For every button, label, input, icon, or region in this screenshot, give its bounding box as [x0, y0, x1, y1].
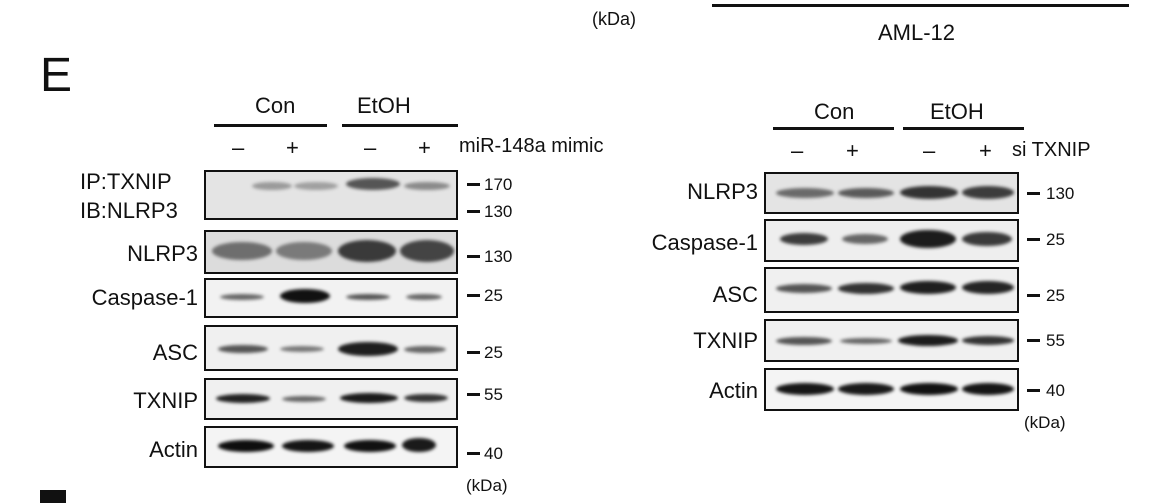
- left-sign-3: –: [364, 135, 377, 160]
- right-marker-tick-40: [1027, 389, 1040, 392]
- right-unit-label: (kDa): [1024, 413, 1066, 432]
- right-blot-caspase: [764, 219, 1019, 262]
- top-kda-label: (kDa): [592, 9, 636, 29]
- left-blot-txnip: [204, 378, 458, 420]
- right-marker-130: 130: [1046, 184, 1075, 203]
- left-marker-130b: 130: [484, 247, 513, 266]
- left-marker-tick-25b: [467, 351, 480, 354]
- left-group-etoh: EtOH: [357, 93, 411, 118]
- left-marker-tick-40: [467, 452, 480, 455]
- right-sign-3: –: [923, 138, 936, 163]
- left-marker-tick-25a: [467, 294, 480, 297]
- right-treatment-label: si TXNIP: [1012, 139, 1091, 161]
- left-blot-caspase: [204, 278, 458, 318]
- right-row-actin-label: Actin: [709, 378, 758, 403]
- left-marker-130a: 130: [484, 202, 513, 221]
- right-marker-25a: 25: [1046, 230, 1065, 249]
- left-marker-tick-130a: [467, 210, 480, 213]
- left-marker-tick-55: [467, 393, 480, 396]
- right-marker-tick-55: [1027, 339, 1040, 342]
- right-etoh-bar: [903, 127, 1024, 130]
- left-etoh-bar: [342, 124, 458, 127]
- right-marker-tick-130: [1027, 192, 1040, 195]
- left-sign-1: –: [232, 135, 245, 160]
- left-blot-actin: [204, 426, 458, 468]
- left-unit-label: (kDa): [466, 476, 508, 495]
- left-row-ib-label: IB:NLRP3: [80, 198, 178, 223]
- cell-line-label: AML-12: [878, 20, 956, 45]
- right-group-con: Con: [814, 99, 855, 124]
- right-row-asc-label: ASC: [712, 282, 758, 307]
- right-blot-nlrp3: [764, 172, 1019, 214]
- left-marker-40: 40: [484, 444, 503, 463]
- left-con-bar: [214, 124, 327, 127]
- left-row-nlrp3-label: NLRP3: [127, 241, 198, 266]
- left-marker-55: 55: [484, 385, 503, 404]
- right-sign-2: +: [846, 138, 859, 163]
- right-blot-asc: [764, 267, 1019, 313]
- right-row-txnip-label: TXNIP: [693, 328, 758, 353]
- right-con-bar: [773, 127, 894, 130]
- right-sign-4: +: [979, 138, 992, 163]
- right-row-caspase-label: Caspase-1: [651, 230, 758, 255]
- left-marker-tick-170: [467, 183, 480, 186]
- right-marker-55: 55: [1046, 331, 1065, 350]
- left-marker-170: 170: [484, 175, 513, 194]
- left-sign-4: +: [418, 135, 431, 160]
- left-marker-25b: 25: [484, 343, 503, 362]
- left-group-con: Con: [255, 93, 296, 118]
- left-blot-asc: [204, 325, 458, 371]
- left-blot-nlrp3: [204, 230, 458, 274]
- right-marker-25b: 25: [1046, 286, 1065, 305]
- right-sign-1: –: [791, 138, 804, 163]
- left-sign-2: +: [286, 135, 299, 160]
- left-row-txnip-label: TXNIP: [133, 388, 198, 413]
- right-marker-40: 40: [1046, 381, 1065, 400]
- next-panel-letter-fragment: [40, 490, 66, 503]
- left-row-actin-label: Actin: [149, 437, 198, 462]
- left-row-asc-label: ASC: [152, 340, 198, 365]
- left-row-ip-label: IP:TXNIP: [80, 169, 172, 194]
- right-marker-tick-25a: [1027, 238, 1040, 241]
- right-blot-txnip: [764, 319, 1019, 362]
- panel-letter: E: [40, 49, 73, 102]
- right-blot-actin: [764, 368, 1019, 411]
- left-blot-ip: [204, 170, 458, 220]
- cell-line-bar: [712, 4, 1129, 7]
- right-group-etoh: EtOH: [930, 99, 984, 124]
- left-marker-tick-130b: [467, 255, 480, 258]
- left-row-caspase-label: Caspase-1: [91, 285, 198, 310]
- right-marker-tick-25b: [1027, 294, 1040, 297]
- right-row-nlrp3-label: NLRP3: [687, 179, 758, 204]
- left-marker-25a: 25: [484, 286, 503, 305]
- left-treatment-label: miR-148a mimic: [459, 135, 604, 157]
